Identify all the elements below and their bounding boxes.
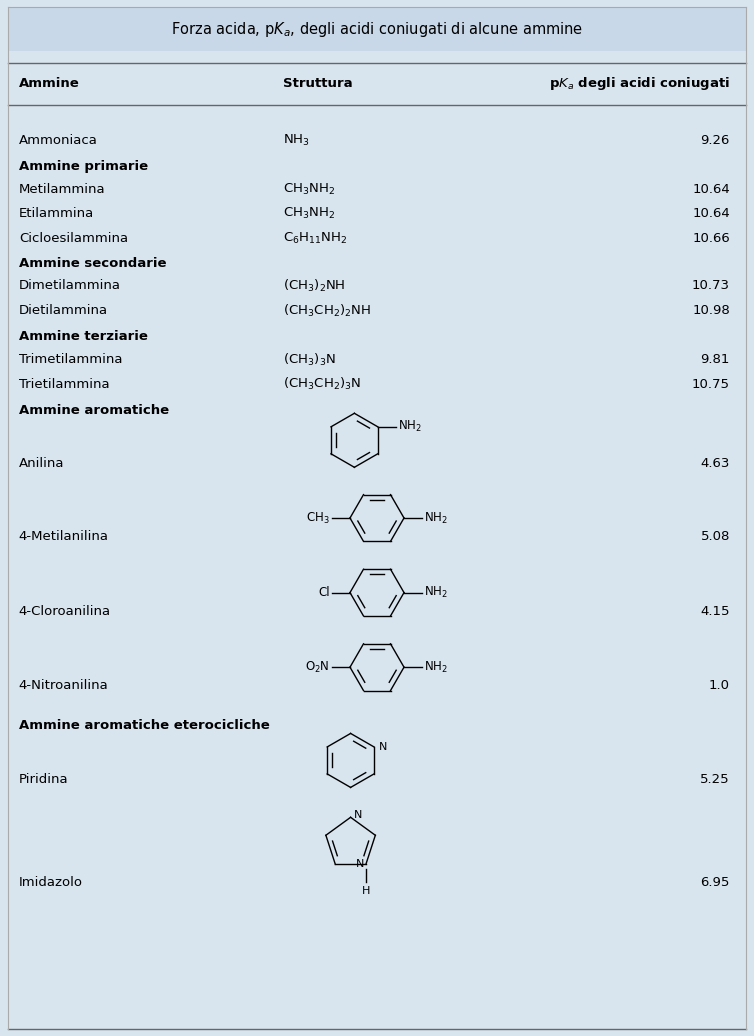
- Text: Forza acida, p$K_a$, degli acidi coniugati di alcune ammine: Forza acida, p$K_a$, degli acidi coniuga…: [171, 20, 583, 38]
- Text: 4.63: 4.63: [700, 457, 730, 469]
- Text: Ammine aromatiche eterocicliche: Ammine aromatiche eterocicliche: [19, 719, 270, 731]
- Text: 4-Nitroanilina: 4-Nitroanilina: [19, 680, 109, 692]
- Text: 10.64: 10.64: [692, 207, 730, 220]
- Text: NH$_2$: NH$_2$: [424, 511, 448, 525]
- Text: 1.0: 1.0: [709, 680, 730, 692]
- Text: NH$_2$: NH$_2$: [398, 420, 421, 434]
- Text: 5.25: 5.25: [700, 773, 730, 785]
- Text: 10.64: 10.64: [692, 183, 730, 196]
- Text: NH$_2$: NH$_2$: [424, 660, 448, 674]
- Text: p$K_a$ degli acidi coniugati: p$K_a$ degli acidi coniugati: [549, 76, 730, 92]
- Text: Ammine secondarie: Ammine secondarie: [19, 257, 167, 269]
- Text: 10.66: 10.66: [692, 232, 730, 244]
- Text: Etilammina: Etilammina: [19, 207, 94, 220]
- Text: Anilina: Anilina: [19, 457, 64, 469]
- Text: Trietilammina: Trietilammina: [19, 378, 109, 391]
- Text: NH$_2$: NH$_2$: [424, 585, 448, 600]
- Text: 4.15: 4.15: [700, 605, 730, 617]
- Text: 5.08: 5.08: [700, 530, 730, 543]
- Text: Ammine terziarie: Ammine terziarie: [19, 330, 148, 343]
- Text: C$_6$H$_{11}$NH$_2$: C$_6$H$_{11}$NH$_2$: [283, 231, 347, 246]
- Text: Struttura: Struttura: [283, 78, 352, 90]
- Text: 4-Metilanilina: 4-Metilanilina: [19, 530, 109, 543]
- Text: 10.75: 10.75: [692, 378, 730, 391]
- Text: N: N: [379, 742, 388, 752]
- FancyBboxPatch shape: [8, 7, 746, 51]
- Text: Ammine aromatiche: Ammine aromatiche: [19, 404, 169, 416]
- Text: CH$_3$NH$_2$: CH$_3$NH$_2$: [283, 182, 335, 197]
- Text: (CH$_3$)$_3$N: (CH$_3$)$_3$N: [283, 351, 336, 368]
- Text: CH$_3$NH$_2$: CH$_3$NH$_2$: [283, 206, 335, 221]
- Text: Imidazolo: Imidazolo: [19, 876, 83, 889]
- Text: 9.26: 9.26: [700, 135, 730, 147]
- Text: Piridina: Piridina: [19, 773, 69, 785]
- Text: Ammoniaca: Ammoniaca: [19, 135, 98, 147]
- Text: (CH$_3$CH$_2$)$_2$NH: (CH$_3$CH$_2$)$_2$NH: [283, 303, 371, 319]
- Text: 10.73: 10.73: [692, 280, 730, 292]
- Text: 4-Cloroanilina: 4-Cloroanilina: [19, 605, 111, 617]
- Text: Ammine: Ammine: [19, 78, 80, 90]
- Text: N: N: [356, 859, 364, 869]
- Text: Cl: Cl: [318, 586, 330, 599]
- Text: CH$_3$: CH$_3$: [306, 511, 330, 525]
- Text: NH$_3$: NH$_3$: [283, 134, 309, 148]
- Text: (CH$_3$)$_2$NH: (CH$_3$)$_2$NH: [283, 278, 345, 294]
- Text: Cicloesilammina: Cicloesilammina: [19, 232, 128, 244]
- Text: 9.81: 9.81: [700, 353, 730, 366]
- Text: Dietilammina: Dietilammina: [19, 305, 108, 317]
- Text: 10.98: 10.98: [692, 305, 730, 317]
- Text: 6.95: 6.95: [700, 876, 730, 889]
- Text: Dimetilammina: Dimetilammina: [19, 280, 121, 292]
- Text: H: H: [362, 887, 370, 896]
- Text: Trimetilammina: Trimetilammina: [19, 353, 122, 366]
- Text: N: N: [354, 810, 362, 821]
- Text: (CH$_3$CH$_2$)$_3$N: (CH$_3$CH$_2$)$_3$N: [283, 376, 361, 393]
- Text: O$_2$N: O$_2$N: [305, 660, 330, 674]
- Text: Metilammina: Metilammina: [19, 183, 106, 196]
- Text: Ammine primarie: Ammine primarie: [19, 161, 148, 173]
